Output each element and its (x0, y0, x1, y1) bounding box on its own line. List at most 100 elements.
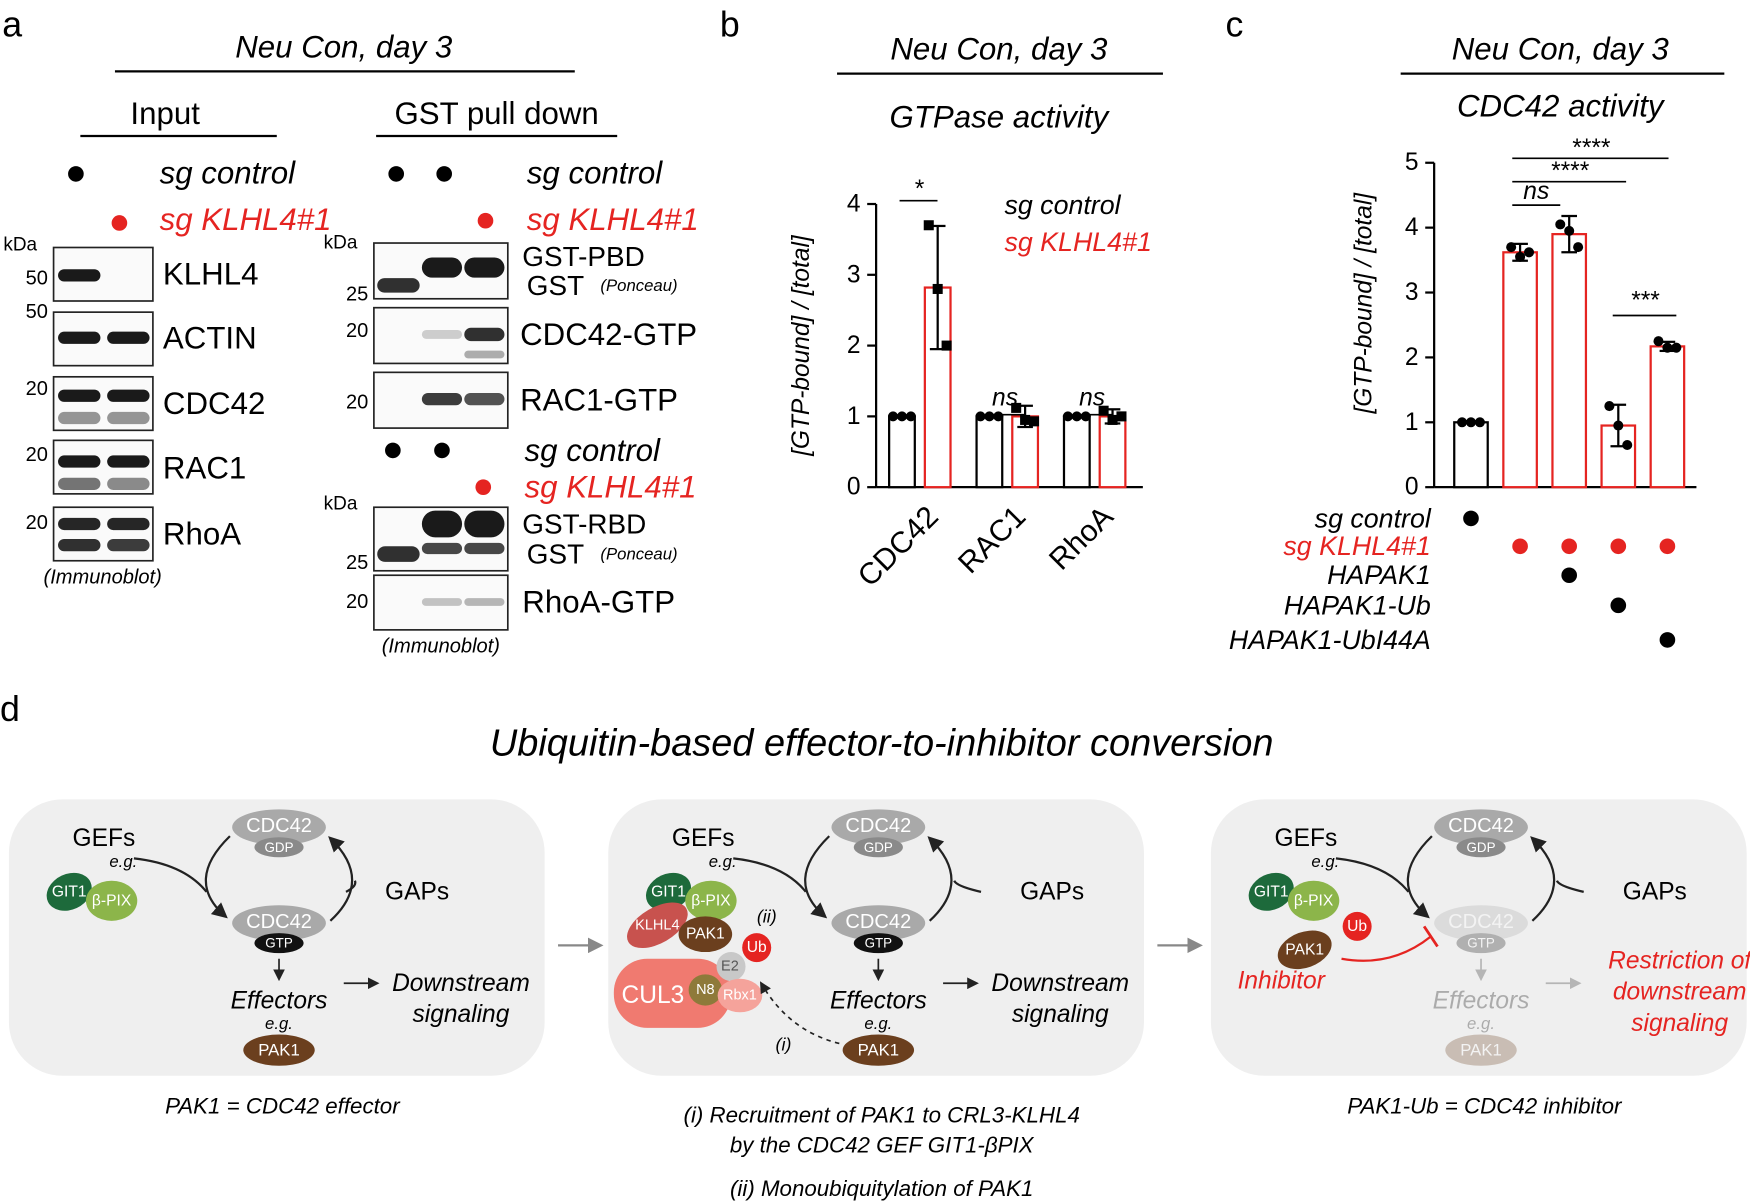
band (107, 539, 150, 552)
label: GIT1 (52, 883, 87, 900)
label: signaling (1631, 1010, 1728, 1037)
label: PAK1 (858, 1041, 900, 1060)
significance-label: * (914, 176, 925, 203)
e2 (716, 952, 746, 982)
legend-label: sg control (1004, 190, 1121, 220)
data-point (1020, 414, 1031, 425)
band (464, 257, 505, 278)
chart-subtitle: CDC42 activity (1457, 88, 1666, 123)
caption: by the CDC42 GEF GIT1-βPIX (730, 1132, 1035, 1157)
label: PAK1 (1460, 1041, 1502, 1060)
kda-label: kDa (3, 235, 37, 256)
band (377, 546, 420, 562)
gap-arrow (345, 880, 357, 893)
bar (1011, 415, 1040, 489)
bar (975, 415, 1004, 489)
cdc42-gtp (1434, 905, 1528, 941)
label: PAK1 (1285, 941, 1324, 958)
condition-dot (434, 442, 450, 459)
data-point (1098, 405, 1109, 416)
note: (Ponceau) (600, 276, 677, 295)
state-box (1210, 799, 1747, 1076)
data-point (1506, 242, 1517, 253)
caption: PAK1 = CDC42 effector (165, 1093, 401, 1118)
gap-arrow (1555, 880, 1584, 893)
panel-label: c (1225, 5, 1243, 45)
pak1-bound (1277, 930, 1332, 970)
cdc42-gdp (831, 809, 926, 846)
significance-label: **** (1550, 158, 1590, 185)
blot-label: RAC1 (163, 451, 246, 486)
git1 (46, 872, 92, 911)
mw-label: 50 (26, 268, 48, 290)
label: PAK1 (258, 1041, 300, 1060)
bar (1098, 415, 1127, 489)
label: Restriction of (1608, 947, 1750, 974)
gtp (1456, 933, 1506, 954)
beta-pix (685, 880, 737, 921)
label: GAPs (385, 878, 449, 905)
label: GIT1 (651, 883, 686, 900)
band (107, 517, 150, 531)
label: Inhibitor (1238, 968, 1326, 995)
label: e.g. (1467, 1014, 1495, 1033)
git1 (1248, 872, 1294, 911)
band (107, 331, 150, 344)
label: CDC42 (845, 815, 911, 837)
data-point (1071, 411, 1082, 422)
condition-dot (1561, 538, 1578, 555)
significance-label: **** (1571, 135, 1611, 162)
label: signaling (1012, 1001, 1109, 1028)
label: GEFs (672, 825, 735, 852)
bar (1551, 233, 1588, 489)
panel-label: a (2, 5, 22, 45)
condition-label: sg KLHL4#1 (160, 202, 332, 237)
pak1-bound (678, 916, 733, 953)
band (421, 510, 463, 538)
gap-arrow (953, 880, 982, 893)
data-point (1062, 411, 1073, 422)
mw-label: 20 (26, 512, 48, 534)
data-point (932, 283, 943, 294)
data-point (1515, 251, 1526, 262)
bar (1502, 251, 1538, 489)
blot-label: GST-PBD (522, 241, 644, 272)
band (58, 455, 101, 468)
pak1 (1445, 1034, 1517, 1066)
blot-label: RhoA (163, 517, 241, 552)
blot-label: CDC42-GTP (520, 317, 697, 352)
data-point (1080, 411, 1091, 422)
label: GTP (265, 936, 293, 951)
label: Ub (1347, 918, 1367, 935)
condition-dot (1610, 597, 1627, 614)
data-point (1555, 219, 1566, 230)
label: GTP (865, 936, 893, 951)
band (421, 598, 463, 606)
y-tick-label: 0 (847, 474, 861, 501)
y-tick-label: 5 (1405, 149, 1419, 176)
label: e.g. (864, 1014, 892, 1033)
band (421, 392, 463, 406)
recruit-arrow (759, 981, 840, 1045)
significance-label: ns (1079, 384, 1105, 411)
blot (373, 574, 509, 631)
label: GDP (265, 840, 294, 855)
label: CDC42 (246, 815, 312, 837)
label: PAK1 (686, 926, 725, 943)
condition-dot (1659, 538, 1676, 555)
label: GEFs (73, 825, 136, 852)
label: signaling (413, 1001, 510, 1028)
significance-label: *** (1630, 288, 1660, 315)
blot-label: CDC42 (163, 386, 265, 421)
cycle-arrow (328, 836, 354, 922)
significance-label: ns (1523, 178, 1549, 205)
band (58, 331, 101, 344)
data-point (1613, 420, 1624, 431)
data-point (1662, 342, 1673, 353)
beta-pix (85, 880, 138, 921)
data-point (1564, 225, 1575, 236)
condition-dot (68, 166, 84, 182)
data-point (1523, 247, 1535, 258)
